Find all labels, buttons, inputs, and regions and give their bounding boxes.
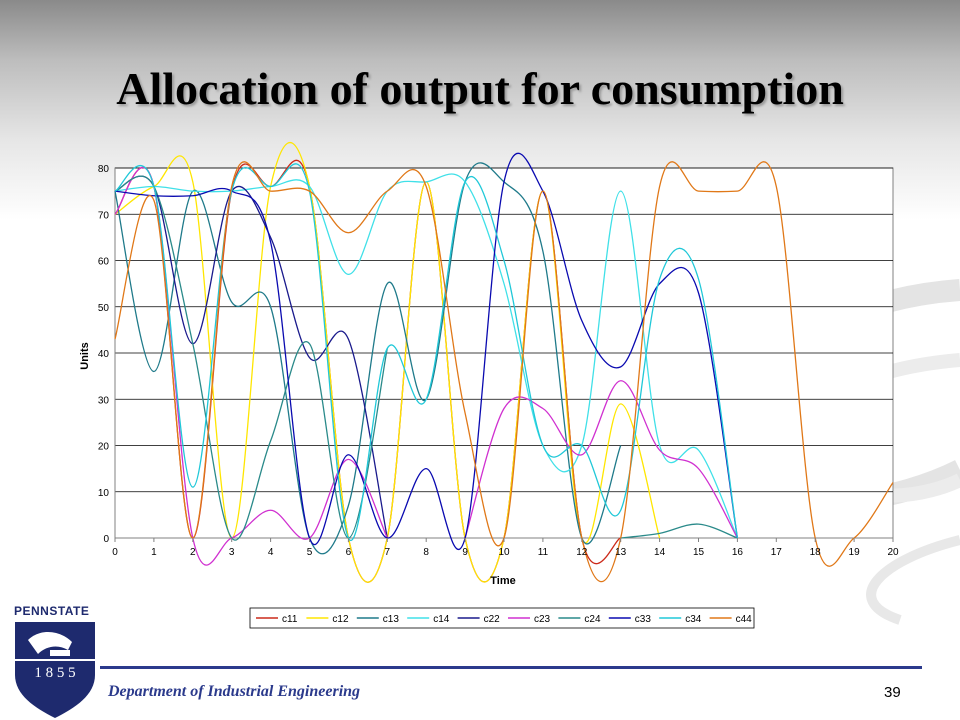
x-tick-label: 12 [576,547,588,558]
y-tick-label: 50 [98,303,110,314]
legend-label-c11: c11 [282,614,298,625]
footer-divider [100,666,922,669]
legend-label-c33: c33 [635,614,652,625]
x-tick-label: 19 [849,547,861,558]
slide-title: Allocation of output for consumption [116,63,844,114]
x-tick-label: 18 [810,547,822,558]
penn-state-year: 1 8 5 5 [34,665,75,681]
y-tick-label: 10 [98,488,110,499]
legend-label-c44: c44 [736,614,753,625]
y-tick-label: 60 [98,257,110,268]
y-tick-label: 70 [98,210,110,221]
x-tick-label: 8 [423,547,429,558]
series-lines [114,141,894,583]
legend-label-c14: c14 [433,614,450,625]
x-tick-label: 7 [385,547,391,558]
page-number: 39 [884,684,901,701]
x-tick-label: 3 [229,547,235,558]
penn-state-shield-logo: 1 8 5 5 [15,622,95,718]
penn-state-wordmark: PENNSTATE [14,604,90,618]
x-tick-label: 10 [498,547,510,558]
legend-label-c34: c34 [685,614,702,625]
series-line-c12 [114,141,661,583]
y-axis-label: Units [79,342,91,370]
y-tick-label: 80 [98,164,110,175]
x-tick-label: 4 [268,547,274,558]
y-tick-label: 0 [103,534,109,545]
y-tick-label: 30 [98,395,110,406]
series-line-c33 [114,152,739,550]
x-tick-label: 20 [887,547,899,558]
legend-label-c13: c13 [383,614,400,625]
x-tick-label: 13 [615,547,627,558]
legend-label-c12: c12 [332,614,349,625]
x-axis-label: Time [490,575,515,587]
y-tick-label: 40 [98,349,110,360]
x-tick-label: 15 [693,547,705,558]
x-tick-label: 5 [307,547,313,558]
series-line-c44 [114,161,894,583]
legend-label-c24: c24 [584,614,601,625]
x-tick-label: 2 [190,547,196,558]
legend-label-c23: c23 [534,614,551,625]
legend-label-c22: c22 [484,614,501,625]
y-tick-label: 20 [98,442,110,453]
x-tick-label: 16 [732,547,744,558]
x-tick-label: 11 [538,547,549,558]
legend-box [249,607,755,629]
series-line-c24 [620,523,738,539]
x-tick-label: 17 [771,547,783,558]
legend: c11 c12 c13 c14 c22 c23 c24 c33 c34 c44 [249,607,755,629]
x-tick-label: 14 [654,547,666,558]
x-tick-label: 6 [346,547,352,558]
x-tick-label: 1 [151,547,157,558]
series-line-c34 [114,163,739,542]
series-line-c22 [114,175,388,539]
series-line-c23 [464,380,738,539]
footer-department: Department of Industrial Engineering [108,683,361,700]
x-tick-label: 0 [112,547,118,558]
x-tick-label: 9 [462,547,468,558]
